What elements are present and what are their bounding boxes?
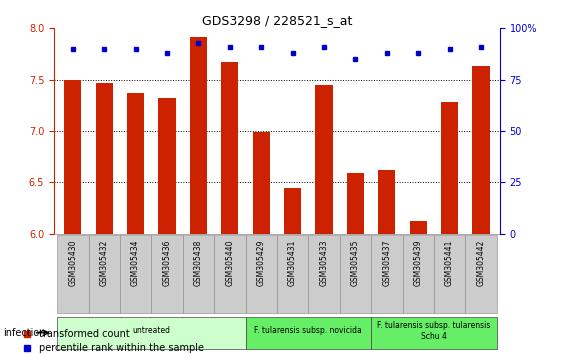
Bar <box>183 235 214 313</box>
Text: untreated: untreated <box>132 326 170 336</box>
Bar <box>434 235 465 313</box>
Bar <box>465 235 496 313</box>
Text: F. tularensis subsp. tularensis
Schu 4: F. tularensis subsp. tularensis Schu 4 <box>377 321 491 341</box>
Bar <box>378 170 395 234</box>
Bar <box>340 235 371 313</box>
Text: GSM305440: GSM305440 <box>225 239 235 286</box>
Bar <box>245 317 371 349</box>
Bar <box>95 83 113 234</box>
Bar <box>221 62 239 234</box>
Text: GSM305434: GSM305434 <box>131 239 140 286</box>
Bar <box>315 85 333 234</box>
Text: GSM305436: GSM305436 <box>162 239 172 286</box>
Bar <box>190 36 207 234</box>
Text: GSM305430: GSM305430 <box>68 239 77 286</box>
Bar <box>214 235 245 313</box>
Bar <box>277 235 308 313</box>
Text: GSM305433: GSM305433 <box>319 239 328 286</box>
Text: infection: infection <box>3 328 45 338</box>
Text: GSM305435: GSM305435 <box>351 239 360 286</box>
Text: GSM305437: GSM305437 <box>382 239 391 286</box>
Text: GSM305432: GSM305432 <box>100 239 108 286</box>
Bar <box>89 235 120 313</box>
Bar <box>253 132 270 234</box>
Text: GSM305441: GSM305441 <box>445 239 454 286</box>
Bar <box>308 235 340 313</box>
Bar <box>284 188 301 234</box>
Text: percentile rank within the sample: percentile rank within the sample <box>40 343 204 353</box>
Bar <box>410 221 427 234</box>
Bar <box>120 235 151 313</box>
Text: GSM305429: GSM305429 <box>257 239 266 286</box>
Bar <box>441 102 458 234</box>
Bar <box>64 80 81 234</box>
Bar <box>151 235 183 313</box>
Text: F. tularensis subsp. novicida: F. tularensis subsp. novicida <box>254 326 362 336</box>
Text: GSM305431: GSM305431 <box>288 239 297 286</box>
Bar <box>57 235 89 313</box>
Bar <box>158 98 176 234</box>
Bar <box>127 93 144 234</box>
Text: transformed count: transformed count <box>40 329 130 339</box>
Text: GSM305439: GSM305439 <box>414 239 423 286</box>
Bar <box>473 66 490 234</box>
Bar <box>57 317 245 349</box>
Bar <box>347 173 364 234</box>
Bar <box>371 235 403 313</box>
Text: GSM305442: GSM305442 <box>477 239 486 286</box>
Bar <box>371 317 496 349</box>
Bar <box>245 235 277 313</box>
Title: GDS3298 / 228521_s_at: GDS3298 / 228521_s_at <box>202 14 352 27</box>
Text: GSM305438: GSM305438 <box>194 239 203 286</box>
Bar <box>403 235 434 313</box>
